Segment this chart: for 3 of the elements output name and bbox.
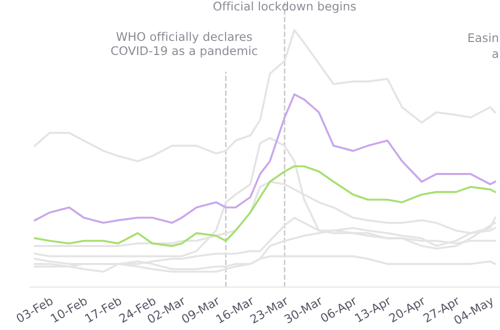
ref-line-label: Official lockdown begins <box>213 1 356 13</box>
ref-line-label: WHO officially declares COVID-19 as a pandemic <box>111 32 258 58</box>
annotation: Easin a <box>468 33 498 58</box>
